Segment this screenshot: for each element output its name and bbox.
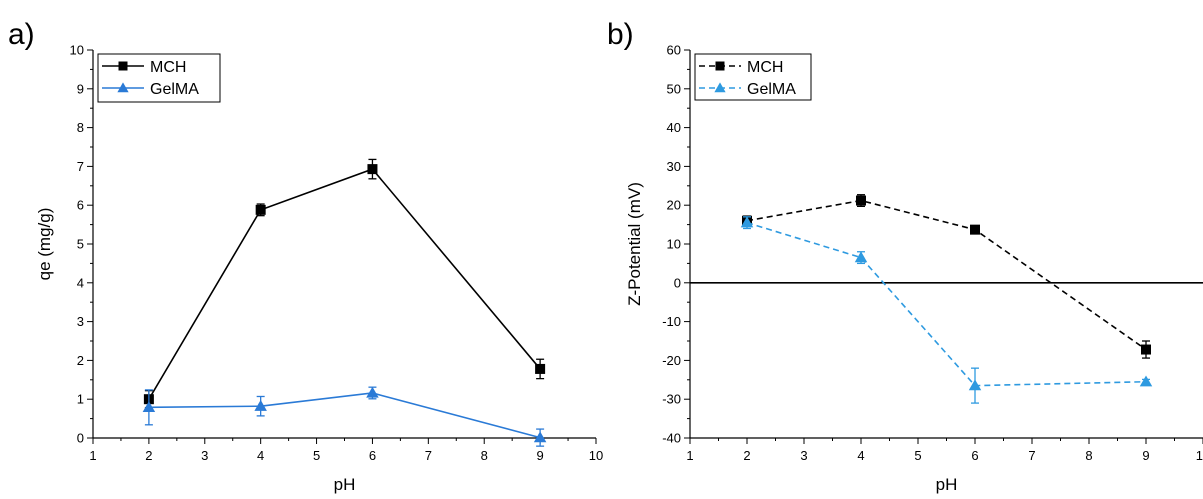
- data-point: [968, 379, 982, 391]
- y-tick-label: 50: [667, 81, 681, 96]
- y-tick-label: 4: [77, 275, 84, 290]
- panel-label: b): [607, 18, 634, 51]
- legend-marker: [714, 82, 726, 93]
- data-point: [255, 204, 266, 215]
- x-tick-label: 8: [1085, 448, 1092, 463]
- x-tick-label: 3: [201, 448, 208, 463]
- legend-label: GelMA: [150, 81, 199, 98]
- x-axis-title: pH: [936, 475, 958, 494]
- y-tick-label: 9: [77, 81, 84, 96]
- x-tick-label: 8: [481, 448, 488, 463]
- series-line: [746, 221, 1147, 387]
- y-tick-label: 5: [77, 237, 84, 252]
- x-tick-label: 7: [1028, 448, 1035, 463]
- chart-panel-2: b) 1 2 3 4 5 6 7 8 9 10 -40 -30 -20 -10 0 10 20 30 40 50 60 pH…: [607, 18, 1203, 494]
- x-tick-label: 9: [1142, 448, 1149, 463]
- x-tick-label: 10: [589, 448, 603, 463]
- y-tick-label: -40: [662, 431, 681, 446]
- x-tick-label: 10: [1196, 448, 1203, 463]
- y-tick-label: 60: [667, 43, 681, 58]
- x-axis-title: pH: [334, 475, 356, 494]
- y-tick-label: 0: [674, 275, 681, 290]
- series-line: [148, 392, 541, 439]
- series-mch: [143, 158, 546, 409]
- data-point: [254, 399, 267, 411]
- x-tick-label: 1: [89, 448, 96, 463]
- x-tick-label: 9: [536, 448, 543, 463]
- panel-label: a): [8, 18, 35, 51]
- x-tick-label: 5: [313, 448, 320, 463]
- x-tick-label: 1: [686, 448, 693, 463]
- data-point: [142, 401, 156, 413]
- y-tick-label: 0: [77, 431, 84, 446]
- y-tick-label: -20: [662, 353, 681, 368]
- series-gelma: [142, 386, 547, 447]
- y-axis-title: Z-Potential (mV): [625, 182, 644, 306]
- y-tick-label: 40: [667, 120, 681, 135]
- series-line: [746, 199, 1147, 351]
- legend: MCH GelMA: [97, 53, 221, 103]
- y-tick-label: -10: [662, 314, 681, 329]
- legend-marker: [117, 82, 129, 93]
- y-tick-label: 30: [667, 159, 681, 174]
- y-axis-title: qe (mg/g): [35, 208, 54, 281]
- legend-label: GelMA: [747, 81, 796, 98]
- x-tick-label: 6: [369, 448, 376, 463]
- x-tick-label: 2: [145, 448, 152, 463]
- series-gelma: [740, 216, 1153, 404]
- x-tick-label: 5: [914, 448, 921, 463]
- y-tick-label: 7: [77, 159, 84, 174]
- x-tick-label: 2: [743, 448, 750, 463]
- y-tick-label: 20: [667, 198, 681, 213]
- y-tick-label: 6: [77, 198, 84, 213]
- y-tick-label: -30: [662, 392, 681, 407]
- data-point: [1139, 375, 1153, 387]
- y-tick-label: 8: [77, 120, 84, 135]
- data-point: [856, 195, 866, 206]
- data-point: [1141, 344, 1151, 355]
- legend-marker: [118, 61, 128, 71]
- data-point: [970, 224, 980, 235]
- x-tick-label: 4: [857, 448, 864, 463]
- y-tick-label: 1: [77, 392, 84, 407]
- data-point: [535, 363, 546, 374]
- x-tick-label: 6: [971, 448, 978, 463]
- y-tick-label: 2: [77, 353, 84, 368]
- series-mch: [742, 194, 1151, 359]
- x-tick-label: 4: [257, 448, 264, 463]
- data-point: [367, 164, 378, 175]
- y-tick-label: 10: [70, 43, 84, 58]
- legend-box: [694, 53, 812, 101]
- data-point: [533, 431, 547, 443]
- legend: MCH GelMA: [694, 53, 812, 101]
- x-tick-label: 7: [425, 448, 432, 463]
- legend-box: [97, 53, 221, 103]
- data-point: [366, 386, 379, 398]
- legend-marker: [715, 61, 725, 71]
- legend-label: MCH: [150, 59, 186, 76]
- data-point: [854, 251, 868, 263]
- y-tick-label: 3: [77, 314, 84, 329]
- x-tick-label: 3: [800, 448, 807, 463]
- y-tick-label: 10: [667, 237, 681, 252]
- series-line: [148, 168, 541, 400]
- data-point: [740, 216, 754, 228]
- legend-label: MCH: [747, 59, 783, 76]
